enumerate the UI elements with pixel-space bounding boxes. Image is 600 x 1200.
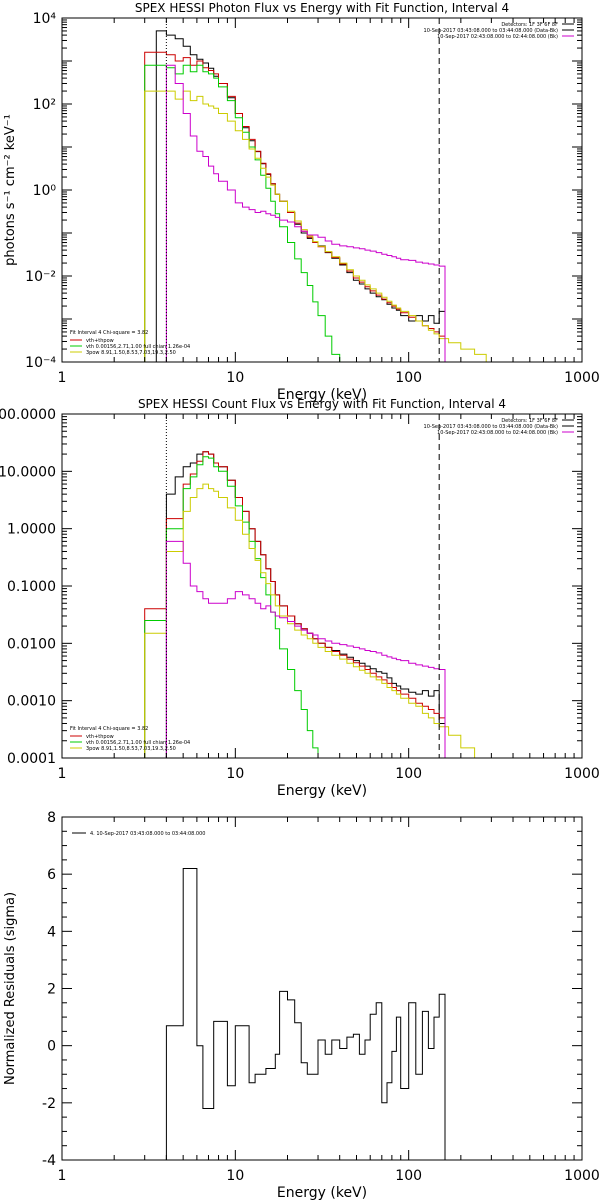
x-tick-label: 1000 [564,370,600,386]
y-tick-label: 10.0000 [0,464,56,480]
series-line-3 [144,64,341,362]
y-tick-label: 0.1000 [7,579,56,595]
legend-entry: vth 0.00156,2.71,1.00 full chian 1.26e-0… [86,344,190,350]
legend-title: Fit Interval 4 Chi-square = 3.82 [70,330,148,336]
y-tick-label: -4 [42,1153,56,1169]
series-line-4 [144,90,493,362]
header-note-1: Detectors: 1F 3F 6F 8F [501,22,558,28]
series-line-2 [144,51,446,362]
y-tick-label: 2 [47,982,56,998]
y-tick-label: 0 [47,1039,56,1055]
legend-entry: 4. 10-Sep-2017 03:43:08.000 to 03:44:08.… [90,831,205,837]
plot-area [144,451,481,758]
x-tick-label: 100 [395,370,422,386]
header-note-3: 10-Sep-2017 02:43:08.000 to 02:44:08.000… [437,430,558,436]
y-axis-label: photons s⁻¹ cm⁻² keV⁻¹ [3,114,18,266]
y-axis-label: Normalized Residuals (sigma) [3,892,18,1085]
x-axis-label: Energy (keV) [277,387,367,403]
series-line-4 [144,483,481,758]
legend-title: Fit Interval 4 Chi-square = 3.82 [70,726,148,732]
x-tick-label: 1 [58,370,67,386]
y-tick-label: 0.0010 [7,694,56,710]
x-tick-label: 1 [58,1168,67,1184]
x-tick-label: 1000 [564,766,600,782]
y-tick-label: 1.0000 [7,522,56,538]
y-tick-label: 0.0100 [7,636,56,652]
series-line-5 [165,64,446,362]
x-tick-label: 10 [226,1168,244,1184]
header-note-3: 10-Sep-2017 02:43:08.000 to 02:44:08.000… [437,34,558,40]
y-tick-label: 0.0001 [7,751,56,767]
series-line-5 [165,540,446,758]
axes-frame [61,413,583,759]
series-line-1 [165,868,446,1160]
legend-entry: 3pow 8.91,1.50,8.53,7.03,19.3,2.50 [86,350,176,356]
x-tick-label: 1000 [564,1168,600,1184]
header-note-2: 10-Sep-2017 03:43:08.000 to 03:44:08.000… [424,28,559,34]
chart-title: SPEX HESSI Photon Flux vs Energy with Fi… [135,1,509,15]
x-axis-label: Energy (keV) [277,783,367,799]
header-note-1: Detectors: 1F 3F 6F 8F [501,418,558,424]
y-tick-label: 10² [33,97,56,113]
x-tick-label: 1 [58,766,67,782]
axes-frame [61,816,583,1161]
x-tick-label: 100 [395,766,422,782]
y-tick-label: 10⁰ [33,183,57,199]
x-axis-label: Energy (keV) [277,1185,367,1200]
y-tick-label: 10⁴ [33,11,57,27]
legend-entry: vth+thpow [86,338,114,344]
plot-area [165,868,446,1160]
x-tick-label: 10 [226,370,244,386]
chart-1: 1 10 100 1000 10⁻⁴ 10⁻² 10⁰ 10² 10⁴ SPEX HESSI Ph… [3,1,600,403]
y-tick-label: 6 [47,867,56,883]
legend-entry: vth+thpow [86,734,114,740]
chart-3: 1 10 100 1000 -4 -2 0 2 4 6 8 Energy (keV) Normalize… [3,810,600,1200]
y-tick-label: 10⁻² [25,269,56,285]
y-tick-label: -2 [42,1096,56,1112]
header-note-2: 10-Sep-2017 03:43:08.000 to 03:44:08.000… [424,424,559,430]
legend-entry: vth 0.00156,2.71,1.00 full chian 1.26e-0… [86,740,190,746]
plot-area [144,30,493,362]
y-tick-label: 8 [47,810,56,826]
chart-2: 1 10 100 1000 0.0001 0.0010 0.0100 0.1000 1.0000… [0,397,600,799]
series-line-3 [144,456,326,758]
legend-entry: 3pow 8.91,1.50,8.53,7.03,19.3,2.50 [86,746,176,752]
x-tick-label: 100 [395,1168,422,1184]
axes-frame [61,17,583,363]
y-tick-label: 4 [47,924,56,940]
y-tick-label: 10⁻⁴ [25,355,56,371]
x-tick-label: 10 [226,766,244,782]
chart-title: SPEX HESSI Count Flux vs Energy with Fit… [138,397,506,411]
y-tick-label: 100.0000 [0,407,56,423]
